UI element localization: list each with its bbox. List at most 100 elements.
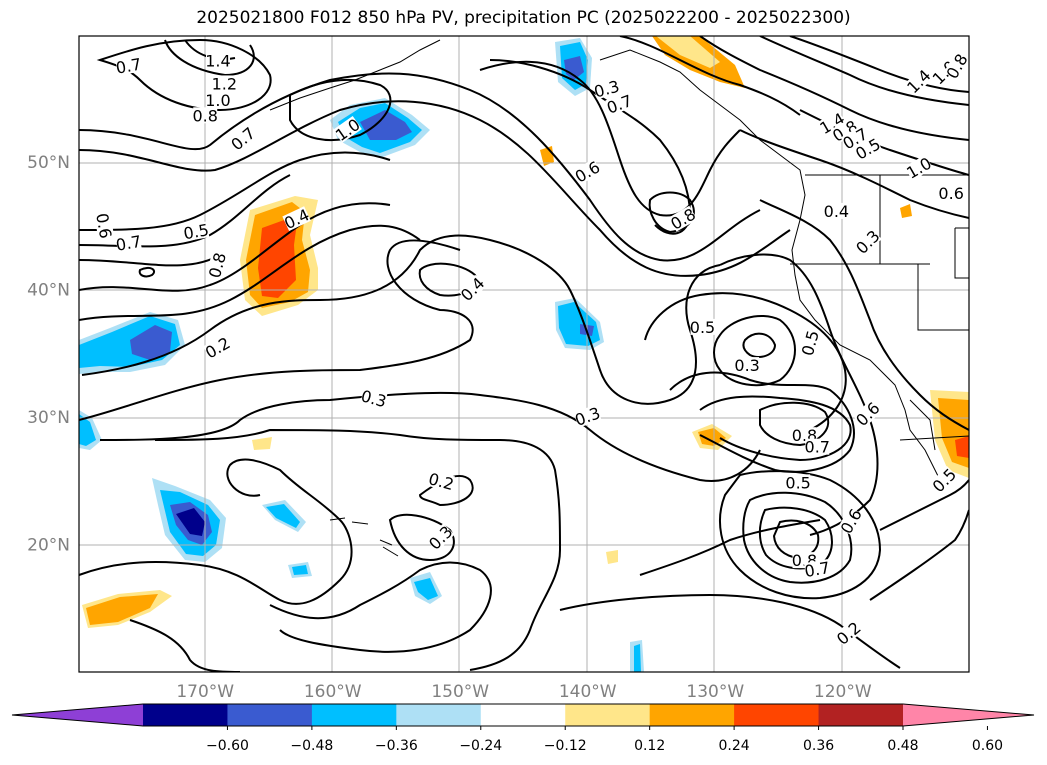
colorbar-tick-label: −0.48 [290, 738, 333, 754]
lon-tick-label: 120°W [814, 682, 872, 702]
precip-negative-area [292, 565, 308, 575]
colorbar-tick-label: −0.24 [459, 738, 502, 754]
contour-label-bg [333, 116, 362, 143]
lon-tick-label: 140°W [559, 682, 617, 702]
contour-label-bg [592, 77, 621, 100]
contour-label-bg [573, 404, 602, 428]
contour-label: 1.0 [903, 154, 935, 183]
colorbar-segment [565, 704, 651, 726]
precip-negative-area [564, 56, 584, 80]
contour-label-bg [853, 227, 882, 256]
contour-label-bg [834, 619, 863, 647]
lat-tick-label: 40°N [27, 281, 70, 301]
contour-label-bg [668, 205, 698, 232]
contour-label: 0.5 [182, 220, 210, 243]
contour-label-bg [799, 329, 821, 357]
precip-positive-area [252, 437, 272, 450]
contour-label-bg [572, 158, 602, 185]
colorbar-segment [734, 704, 820, 726]
contour-label-bg [206, 251, 228, 279]
contour-label-bg [282, 206, 311, 231]
precip-positive-area [698, 428, 726, 446]
contour-label: 0.8 [193, 106, 218, 125]
contour-label: 1.0 [205, 91, 230, 110]
lon-tick-label: 130°W [686, 682, 744, 702]
contour-label-bg [735, 357, 760, 374]
colorbar-extend-min [12, 704, 143, 726]
contour-label-bg [853, 135, 883, 162]
contour-label: 0.6 [852, 398, 883, 429]
contour-label-bg [115, 55, 142, 76]
colorbar-segment [480, 704, 566, 726]
contour-label: 0.8 [205, 251, 230, 281]
colorbar-tick-label: −0.12 [544, 738, 587, 754]
contour-label: 0.4 [824, 202, 849, 221]
contour-label-bg [943, 51, 969, 81]
contour-label-bg [360, 387, 388, 410]
contour-label: 0.6 [92, 212, 115, 240]
pv-contours [79, 36, 969, 672]
lat-tick-label: 20°N [27, 536, 70, 556]
latitude-labels: 50°N 40°N 30°N 20°N [27, 153, 70, 555]
contour-label: 0.3 [359, 386, 389, 411]
contour-label-bg [690, 318, 715, 335]
contour-label-bg [212, 75, 237, 92]
colorbar-tick-label: 0.48 [887, 738, 918, 754]
lon-tick-label: 160°W [304, 682, 362, 702]
contour-label: 0.5 [690, 318, 715, 337]
contour-label-bg [205, 92, 230, 109]
contour-labels: 0.7 1.41.21.00.80.7 1.00.40.50.60.70.80.20… [92, 51, 969, 649]
contour-label-bg [929, 465, 959, 495]
contour-label-bg [939, 185, 964, 202]
contour-label: 0.7 [805, 438, 830, 457]
contour-label-bg [203, 334, 232, 361]
colorbar-extend-max [903, 704, 1034, 726]
contour-label: 0.3 [852, 226, 883, 257]
lat-tick-label: 50°N [27, 153, 70, 173]
contour-label: 0.7 [114, 232, 142, 255]
contour-label-bg [193, 107, 218, 124]
contour-label-bg [205, 52, 230, 69]
contour-label-bg [904, 67, 933, 96]
contour-label-bg [426, 523, 455, 552]
contour-label: 1.2 [212, 74, 237, 93]
precip-negative-area [414, 578, 438, 600]
plot-title: 2025021800 F012 850 hPa PV, precipitatio… [196, 8, 851, 28]
colorbar-segment [649, 704, 735, 726]
precip-negative-area [176, 508, 205, 536]
contour-label-bg [904, 154, 934, 181]
contour-label: 0.3 [734, 356, 759, 375]
colorbar-tick-label: 0.60 [972, 738, 1003, 754]
contour-label-bg [830, 117, 860, 144]
colorbar-segment [311, 704, 397, 726]
map-frame [78, 35, 970, 673]
contour-label: 0.7 [803, 558, 831, 581]
contour-label-bg [94, 212, 115, 239]
contour-label: 1.4 [903, 66, 934, 97]
colorbar-segment [396, 704, 482, 726]
contour-label-bg [786, 474, 811, 491]
contour-label: 0.2 [426, 469, 456, 494]
contour-label-bg [803, 559, 831, 580]
colorbar-tick-label: 0.36 [803, 738, 834, 754]
contour-label: 0.3 [572, 403, 602, 430]
precip-positive-area [606, 550, 618, 564]
colorbar-segment [818, 704, 904, 726]
colorbar: −0.60 −0.48 −0.36 −0.24 −0.12 0.12 0.24 0.36 0.4… [11, 703, 1035, 754]
lon-tick-label: 170°W [176, 682, 234, 702]
lat-tick-label: 30°N [27, 408, 70, 428]
precip-positive-area [900, 204, 912, 218]
contour-label-bg [458, 274, 487, 304]
precip-negative-area [634, 644, 641, 672]
contour-label: 0.6 [837, 506, 866, 538]
contour-label: 0.7 [114, 55, 142, 78]
contour-label: 1.4 [205, 51, 230, 70]
lon-tick-label: 150°W [431, 682, 489, 702]
colorbar-outline [11, 703, 1035, 727]
contour-label: 0.5 [785, 473, 810, 492]
colorbar-tick-label: 0.12 [634, 738, 665, 754]
contour-label-bg [837, 506, 864, 536]
contour-label-bg [824, 202, 849, 219]
precip-negative-area [360, 110, 412, 140]
precip-positive-area [955, 436, 969, 458]
